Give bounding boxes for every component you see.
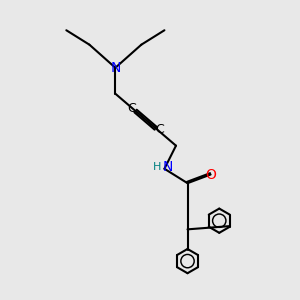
Text: H: H	[153, 162, 161, 172]
Text: N: N	[163, 160, 173, 174]
Text: O: O	[205, 167, 216, 182]
Text: C: C	[127, 102, 136, 115]
Text: C: C	[156, 123, 164, 136]
Text: N: N	[110, 61, 121, 75]
